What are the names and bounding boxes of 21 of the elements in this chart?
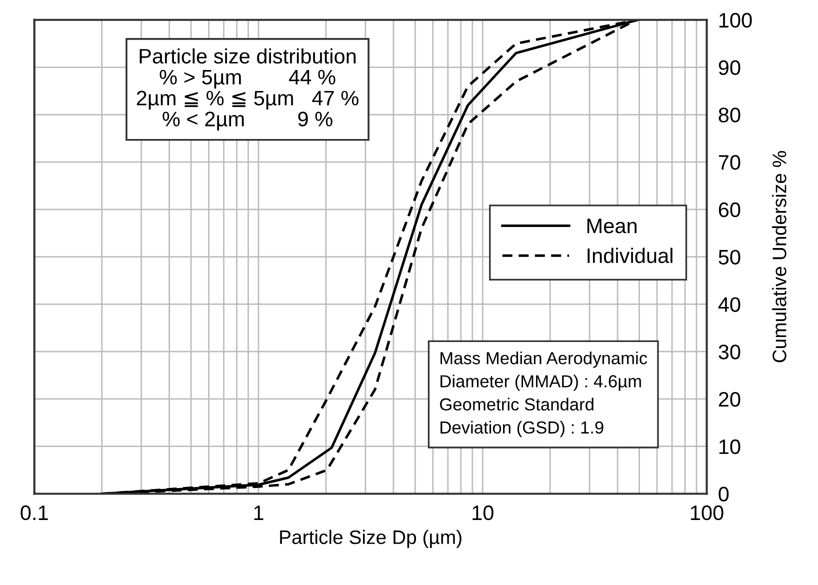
y-tick-label: 100 xyxy=(719,12,752,28)
y-tick-label: 60 xyxy=(718,202,740,218)
y-tick-label: 0 xyxy=(718,486,729,502)
legend-label: Mean xyxy=(587,218,636,234)
y-tick-label: 10 xyxy=(719,439,740,454)
y-tick-label: 20 xyxy=(718,392,740,407)
y-tick-label: 80 xyxy=(718,108,740,122)
annotation: Particle size distribution % > 5µm 44 % 2µm ≦ % ≦ 5µm 47 % % < 2µm 9 % xyxy=(136,48,358,131)
x-tick-label: 0.1 xyxy=(20,505,48,520)
y-axis-title: Cumulative Undersize % xyxy=(772,151,786,362)
y-tick-label: 30 xyxy=(718,344,740,360)
y-tick-label: 70 xyxy=(718,155,740,170)
x-axis-title: Particle Size Dp (µm) xyxy=(280,530,462,548)
legend-label: Individual xyxy=(588,248,672,264)
x-tick-label: 1 xyxy=(254,506,264,520)
x-tick-label: 100 xyxy=(690,505,724,520)
y-tick-label: 40 xyxy=(718,297,740,312)
annotation: Mass Median Aerodynamic Diameter (MMAD) : 4.6µm Geometric Standard Deviation (GSD) : 1.9 xyxy=(440,352,648,438)
y-tick-label: 50 xyxy=(718,250,740,265)
y-tick-label: 90 xyxy=(718,60,740,76)
x-tick-label: 10 xyxy=(472,505,494,520)
